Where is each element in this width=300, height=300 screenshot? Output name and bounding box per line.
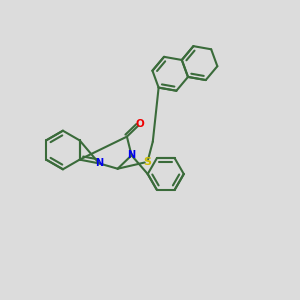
Text: N: N — [128, 150, 136, 160]
Text: S: S — [143, 157, 151, 167]
Text: N: N — [95, 158, 103, 168]
Text: O: O — [136, 119, 144, 129]
